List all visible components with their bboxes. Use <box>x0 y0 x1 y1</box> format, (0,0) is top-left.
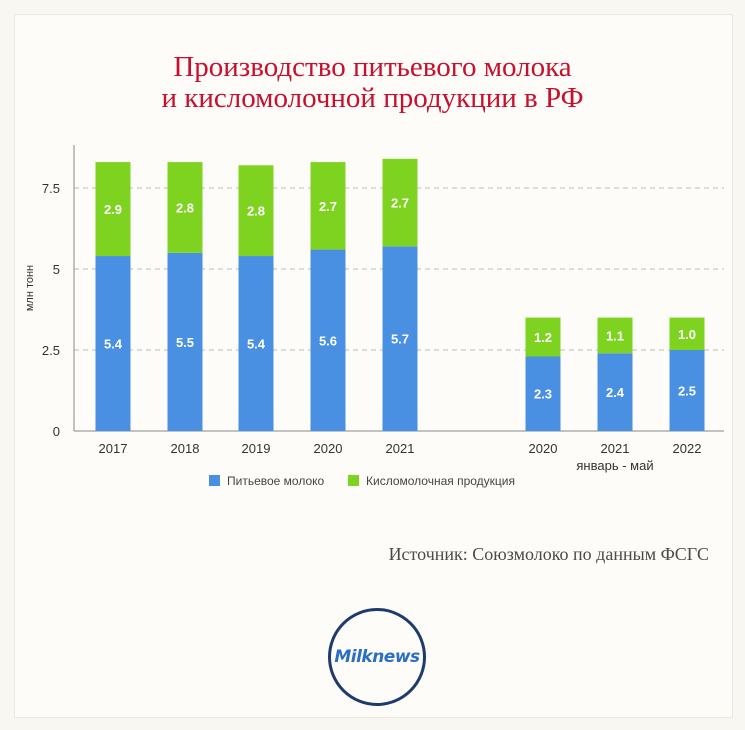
y-tick-label: 5 <box>53 262 60 277</box>
data-label: 1.0 <box>678 327 696 342</box>
data-label: 5.6 <box>319 333 337 348</box>
source-note: Источник: Союзмолоко по данным ФСГС <box>388 544 709 564</box>
legend-swatch <box>209 475 220 486</box>
milknews-logo: Milknews <box>328 608 426 706</box>
y-axis-label: млн тонн <box>24 265 36 311</box>
bar-milk <box>382 246 418 431</box>
bar-dairy <box>167 162 203 253</box>
data-label: 5.5 <box>176 335 194 350</box>
x-tick-label: 2018 <box>171 441 200 456</box>
x-tick-label: 2021 <box>386 441 415 456</box>
bar-milk <box>669 350 705 431</box>
y-tick-label: 0 <box>53 424 60 439</box>
bar-milk <box>238 256 274 431</box>
x-tick-label: 2020 <box>529 441 558 456</box>
bar-chart: 0 2.5 5 7.5 млн тонн 5.4 2.9 2017 5.5 2.8 2018 5.4 2… <box>24 145 724 488</box>
bar-dairy <box>525 317 561 357</box>
data-label: 1.2 <box>534 330 552 345</box>
x-tick-label: 2021 <box>601 441 630 456</box>
bar-dairy <box>310 162 346 250</box>
data-label: 2.7 <box>391 196 409 211</box>
legend-item-milk: Питьевое молоко <box>227 474 325 488</box>
bar-dairy <box>238 165 274 257</box>
data-label: 2.5 <box>678 384 696 399</box>
logo-text: Milknews <box>334 647 420 667</box>
group-label: январь - май <box>576 458 653 473</box>
bar-milk <box>95 256 131 431</box>
data-label: 1.1 <box>606 328 624 343</box>
data-label: 2.8 <box>247 204 265 219</box>
bar-milk <box>525 356 561 431</box>
data-label: 2.9 <box>104 202 122 217</box>
bar-dairy <box>382 158 418 247</box>
data-label: 2.7 <box>319 199 337 214</box>
x-tick-label: 2022 <box>673 441 702 456</box>
data-label: 2.4 <box>606 385 625 400</box>
bar-dairy <box>669 317 705 350</box>
data-label: 5.4 <box>104 337 123 352</box>
bar-milk <box>310 249 346 431</box>
bar-dairy <box>95 162 131 257</box>
data-label: 5.4 <box>247 337 266 352</box>
data-label: 2.3 <box>534 387 552 402</box>
legend-item-dairy: Кисломолочная продукция <box>366 474 515 488</box>
x-tick-label: 2017 <box>99 441 128 456</box>
x-tick-label: 2019 <box>242 441 271 456</box>
title-line-2: и кисломолочной продукции в РФ <box>161 82 584 114</box>
bar-milk <box>167 252 203 431</box>
x-tick-label: 2020 <box>314 441 343 456</box>
y-tick-label: 2.5 <box>42 343 60 358</box>
chart-title: Производство питьевого молока и кисломол… <box>0 52 745 114</box>
data-label: 5.7 <box>391 332 409 347</box>
legend-swatch <box>348 475 359 486</box>
bar-milk <box>597 353 633 431</box>
data-label: 2.8 <box>176 200 194 215</box>
y-tick-label: 7.5 <box>42 181 60 196</box>
title-line-1: Производство питьевого молока <box>173 51 572 83</box>
bar-dairy <box>597 317 633 354</box>
